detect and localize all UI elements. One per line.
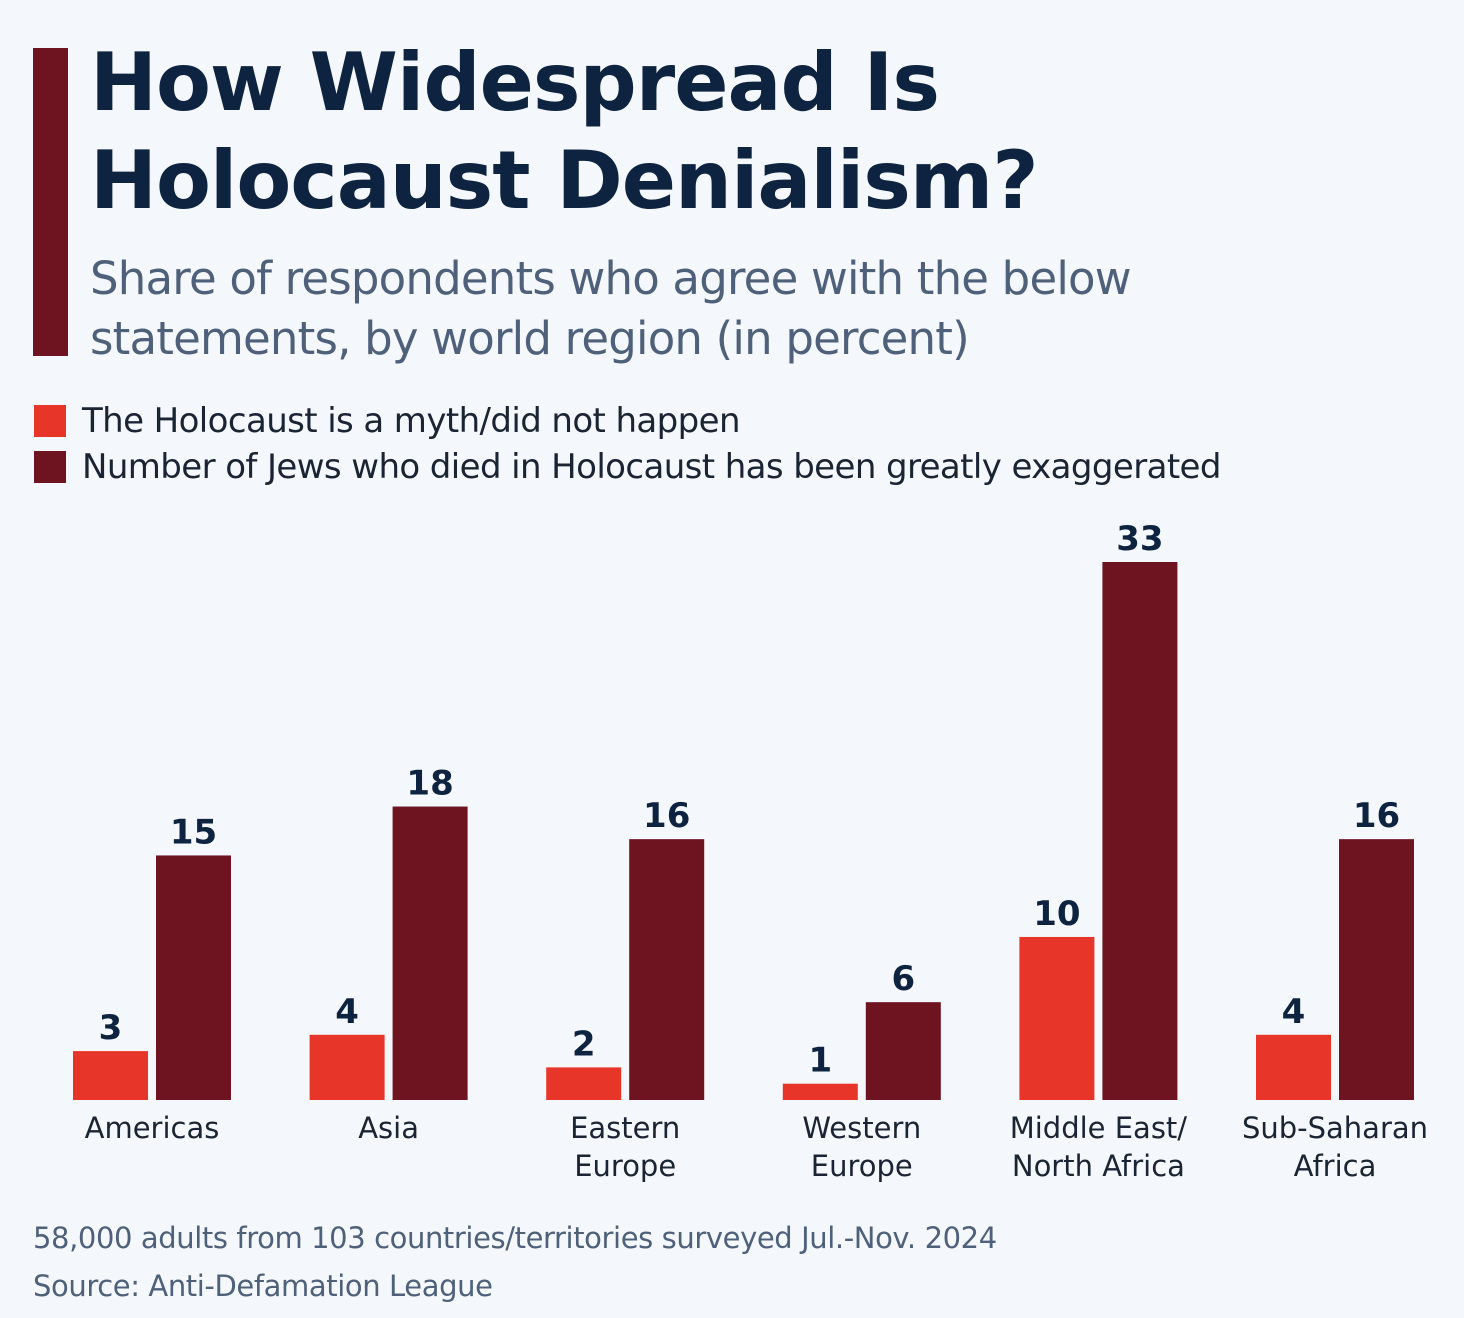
legend: The Holocaust is a myth/did not happen N… [34,398,1221,490]
data-label-exaggerated-1: 18 [406,764,453,804]
legend-label-exaggerated: Number of Jews who died in Holocaust has… [82,447,1221,487]
data-label-exaggerated-5: 16 [1353,796,1400,836]
bar-myth-3 [782,1083,858,1100]
legend-swatch-myth [34,405,66,437]
category-label-3-1: Europe [811,1149,913,1183]
bar-myth-4 [1019,936,1095,1100]
category-label-5-1: Africa [1294,1149,1377,1183]
source-note: Source: Anti-Defamation League [33,1269,493,1303]
footer: 58,000 adults from 103 countries/territo… [33,1214,997,1310]
title-accent-bar [33,48,68,356]
data-label-myth-4: 10 [1033,894,1080,934]
bar-exaggerated-5 [1339,839,1414,1100]
bar-exaggerated-0 [156,855,231,1100]
bar-myth-2 [546,1067,622,1100]
legend-swatch-exaggerated [34,451,66,483]
legend-label-myth: The Holocaust is a myth/did not happen [82,401,741,441]
legend-item-exaggerated: Number of Jews who died in Holocaust has… [34,444,1221,490]
bar-exaggerated-1 [392,806,468,1100]
chart-subtitle: Share of respondents who agree with the … [90,252,1132,365]
survey-note: 58,000 adults from 103 countries/territo… [33,1221,997,1255]
category-label-4-0: Middle East/ [1010,1111,1188,1145]
data-label-exaggerated-3: 6 [891,959,915,999]
category-label-4-1: North Africa [1012,1149,1185,1183]
bar-exaggerated-3 [865,1002,941,1100]
category-label-5-0: Sub-Saharan [1242,1111,1428,1145]
category-label-0-0: Americas [85,1111,220,1145]
data-label-myth-2: 2 [572,1024,596,1064]
chart-title: How Widespread Is Holocaust Denialism? [90,36,1039,227]
category-label-2-1: Europe [574,1149,676,1183]
bar-myth-5 [1256,1034,1331,1100]
legend-item-myth: The Holocaust is a myth/did not happen [34,398,1221,444]
bar-myth-0 [73,1051,148,1100]
data-label-myth-3: 1 [808,1041,832,1081]
data-label-exaggerated-0: 15 [170,812,217,852]
data-label-myth-5: 4 [1282,992,1306,1032]
category-label-3-0: Western [802,1111,921,1145]
data-label-myth-1: 4 [335,992,359,1032]
bar-exaggerated-2 [629,839,705,1100]
bar-myth-1 [309,1034,385,1100]
data-label-exaggerated-2: 16 [643,796,690,836]
data-label-myth-0: 3 [99,1008,123,1048]
category-label-1-0: Asia [358,1111,419,1145]
category-label-2-0: Eastern [570,1111,680,1145]
data-label-exaggerated-4: 33 [1116,519,1163,559]
bar-exaggerated-4 [1102,562,1178,1100]
